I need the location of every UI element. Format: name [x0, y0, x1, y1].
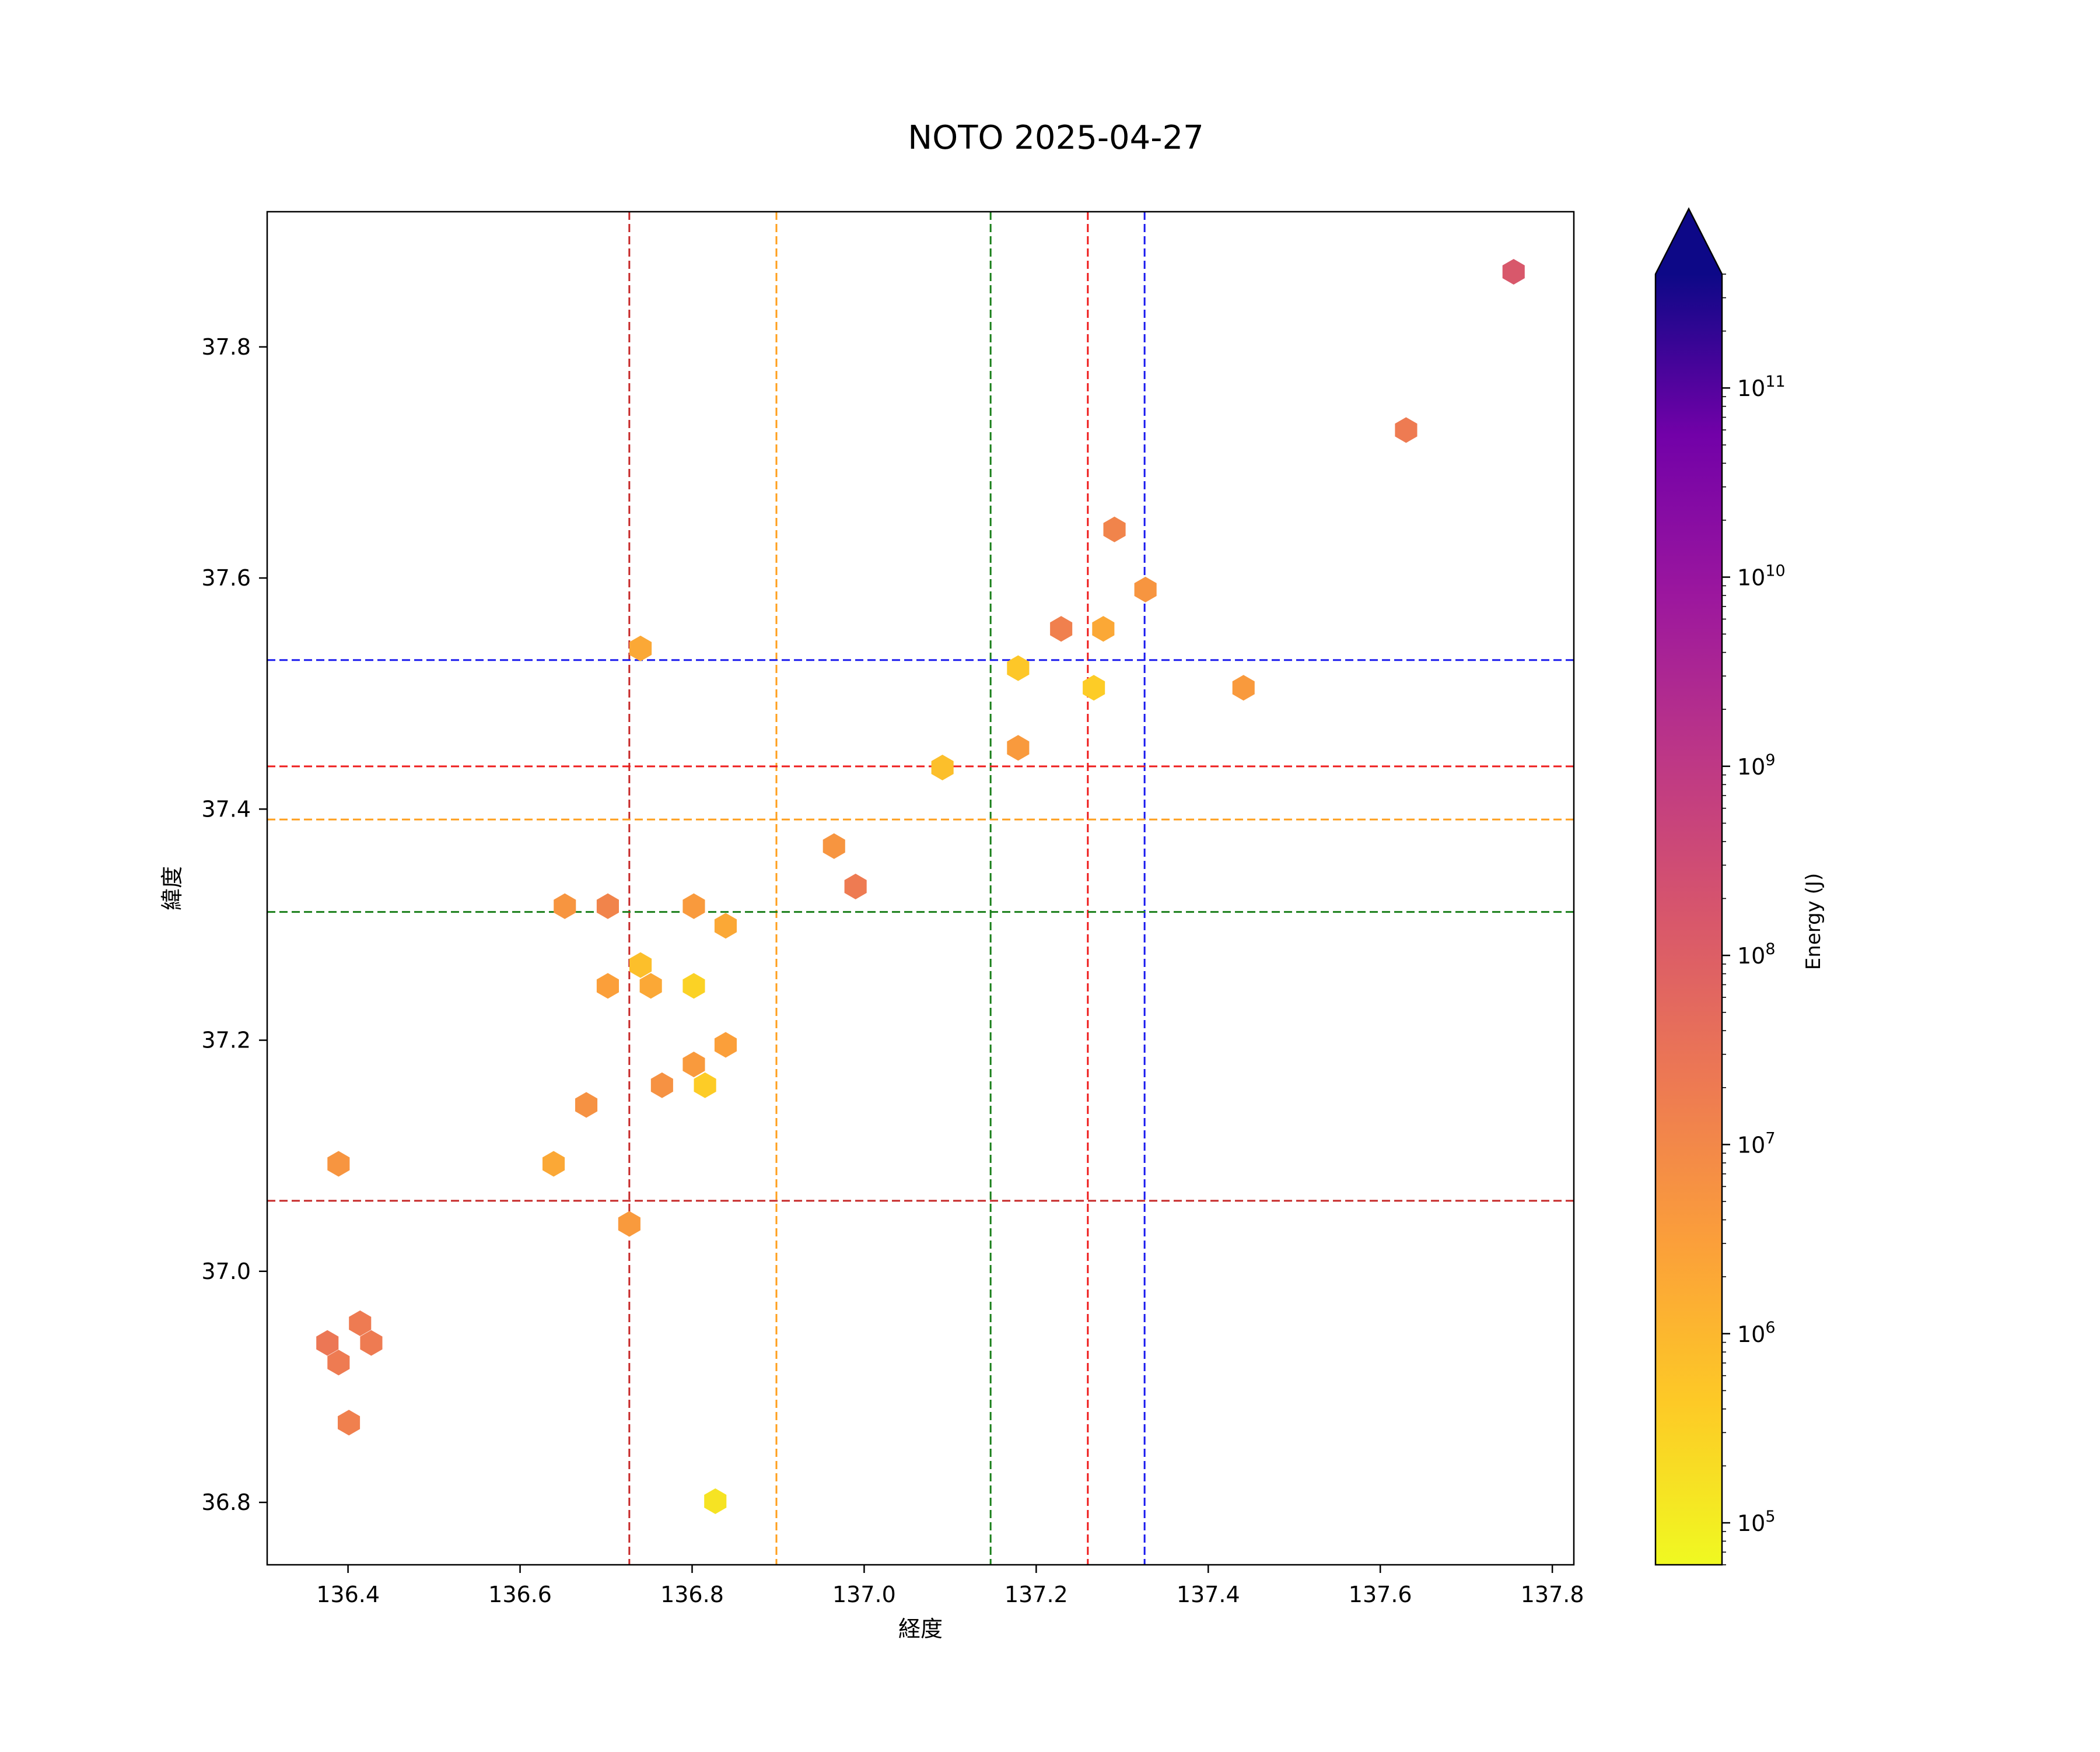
y-tick-label-5: 37.8: [201, 334, 251, 360]
hexbin-cell-18: [629, 952, 652, 978]
hexbin-cell-29: [618, 1211, 640, 1237]
hexbin-cell-25: [694, 1072, 716, 1098]
x-tick-label-0: 136.4: [316, 1582, 380, 1607]
hexbin-cell-23: [682, 1052, 705, 1078]
hexbin-cell-26: [575, 1092, 598, 1118]
hexbin-cell-20: [639, 973, 662, 999]
hexbin-cell-13: [844, 874, 867, 899]
hexbin-cell-5: [1092, 616, 1115, 642]
hexbin-cell-4: [1050, 616, 1073, 642]
hexbin-cell-17: [714, 913, 737, 939]
y-tick-label-4: 37.6: [201, 565, 251, 591]
x-tick-label-1: 136.6: [488, 1582, 552, 1607]
hexbin-cell-11: [931, 755, 954, 780]
x-tick-label-5: 137.4: [1177, 1582, 1240, 1607]
hexbin-cell-9: [1232, 675, 1255, 701]
hexbin-cell-19: [596, 973, 619, 999]
hexbin-cell-3: [1134, 576, 1157, 602]
colorbar: 105 106 107 108 109 1010 1011: [1654, 207, 1786, 1566]
hexbin-cell-2: [1103, 516, 1126, 542]
hexbin-cell-8: [1083, 675, 1105, 701]
y-axis-label: 緯度: [159, 866, 185, 910]
colorbar-tick-label-2: 107: [1737, 1129, 1776, 1158]
hexbin-cell-31: [316, 1330, 339, 1356]
hexbin-cell-32: [360, 1330, 383, 1356]
hexbin-cell-16: [682, 893, 705, 919]
x-tick-label-6: 137.6: [1349, 1582, 1412, 1607]
x-tick-label-4: 137.2: [1005, 1582, 1068, 1607]
colorbar-gradient: [1656, 274, 1722, 1565]
x-tick-label-3: 137.0: [832, 1582, 896, 1607]
colorbar-tick-label-6: 1011: [1737, 373, 1786, 401]
x-tick-label-7: 137.8: [1521, 1582, 1584, 1607]
hexbin-cell-27: [327, 1151, 350, 1177]
hexbin-cell-24: [650, 1072, 673, 1098]
colorbar-tick-label-1: 106: [1737, 1319, 1776, 1347]
hexbin-cell-22: [714, 1032, 737, 1058]
hexbin-cell-0: [1502, 259, 1525, 285]
hexbin-cell-30: [349, 1310, 372, 1336]
hexbin-cell-34: [338, 1410, 360, 1436]
hexbin-cell-21: [682, 973, 705, 999]
colorbar-tick-label-5: 1010: [1737, 562, 1786, 591]
x-tick-label-2: 136.8: [660, 1582, 724, 1607]
colorbar-tick-label-0: 105: [1737, 1508, 1776, 1536]
hexbin-cell-12: [822, 833, 845, 859]
chart-title: NOTO 2025-04-27: [908, 119, 1204, 157]
colorbar-outline: [1654, 207, 1723, 1566]
hexbin-cell-6: [629, 635, 652, 661]
colorbar-tick-label-4: 109: [1737, 751, 1776, 780]
hexbin-cell-35: [704, 1488, 727, 1514]
colorbar-extend-arrow: [1656, 209, 1722, 274]
hexbin-cell-10: [1007, 735, 1030, 761]
hexbin-cell-33: [327, 1350, 350, 1376]
hexbin-cell-28: [542, 1151, 565, 1177]
data-points: [316, 259, 1525, 1514]
y-tick-label-0: 36.8: [201, 1490, 251, 1515]
y-tick-label-2: 37.2: [201, 1028, 251, 1053]
colorbar-label: Energy (J): [1802, 873, 1825, 970]
y-tick-label-3: 37.4: [201, 796, 251, 822]
hexbin-cell-7: [1007, 655, 1030, 681]
reference-lines: [267, 212, 1574, 1565]
hexbin-cell-1: [1395, 417, 1418, 443]
hexbin-cell-14: [554, 893, 576, 919]
colorbar-tick-label-3: 108: [1737, 940, 1776, 969]
plot-area-frame: [266, 211, 1575, 1566]
x-axis-ticks: 136.4 136.6 136.8 137.0 137.2 137.4 137.6 137.8: [316, 1565, 1584, 1607]
y-axis-ticks: 36.8 37.0 37.2 37.4 37.6 37.8: [201, 334, 267, 1515]
y-tick-label-1: 37.0: [201, 1259, 251, 1284]
hexbin-cell-15: [596, 893, 619, 919]
x-axis-label: 経度: [898, 1616, 943, 1642]
